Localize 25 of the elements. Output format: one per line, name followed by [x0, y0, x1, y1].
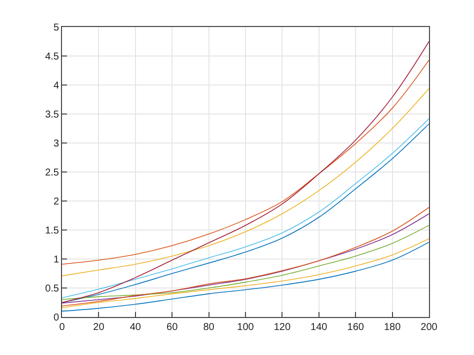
line-series [62, 224, 429, 300]
y-tick-label: 3.5 [45, 110, 60, 120]
y-tick-label: 4.5 [45, 52, 60, 62]
y-tick-label: 2.5 [45, 168, 60, 178]
y-tick-label: 0 [53, 312, 60, 324]
x-tick-label: 160 [347, 322, 364, 333]
y-tick-label: 5 [53, 22, 60, 34]
x-tick-label: 60 [166, 322, 178, 333]
x-tick-label: 20 [93, 322, 105, 333]
x-tick-label: 120 [274, 322, 291, 333]
x-tick-label: 140 [310, 322, 328, 333]
line-series [62, 88, 429, 276]
x-tick-label: 200 [420, 322, 438, 333]
y-tick-label: 0.5 [45, 284, 60, 294]
y-tick-label: 2 [53, 196, 60, 208]
x-tick-label: 80 [203, 322, 215, 333]
y-tick-label: 1 [53, 254, 60, 266]
line-series [62, 60, 429, 265]
line-series [62, 41, 429, 303]
y-tick-label: 3 [53, 138, 60, 150]
x-tick-label: 180 [384, 322, 402, 333]
y-tick-label: 1.5 [45, 226, 60, 236]
x-tick-label: 100 [237, 322, 254, 333]
x-tick-label: 40 [130, 322, 142, 333]
y-tick-label: 4 [53, 80, 60, 92]
